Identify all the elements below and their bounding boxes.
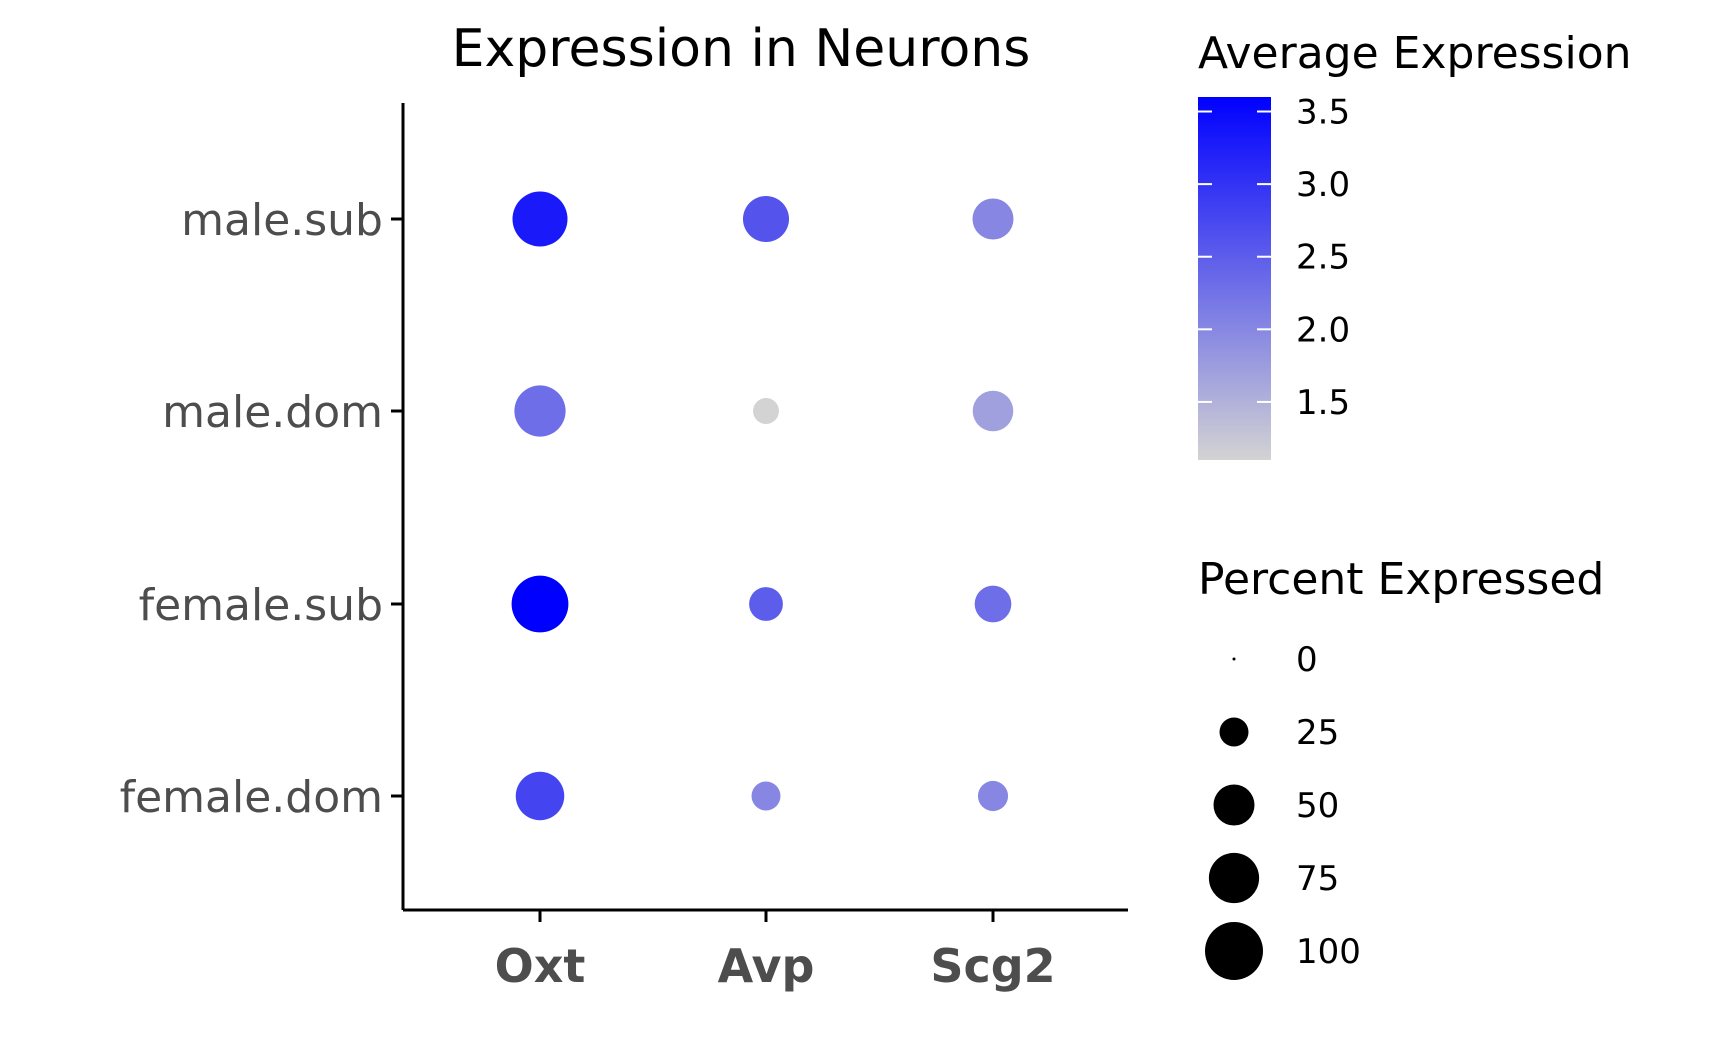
y-tick-label-female-sub: female.sub [139, 580, 383, 631]
color-tick-label-0: 1.5 [1296, 383, 1350, 423]
size-key-label-2: 50 [1296, 786, 1339, 826]
size-legend: Percent Expressed 0 25 50 75 100 [1198, 554, 1604, 980]
dot-male-dom-oxt [514, 385, 566, 437]
x-tick-label-scg2: Scg2 [930, 939, 1055, 993]
dot-male-dom-scg2 [972, 390, 1014, 432]
size-key-dot-1 [1219, 717, 1249, 747]
color-legend-bar [1198, 97, 1271, 460]
color-legend-title: Average Expression [1198, 28, 1632, 79]
dot-marks [511, 191, 1014, 821]
chart-title: Expression in Neurons [452, 19, 1031, 79]
color-tick-label-3: 3.0 [1296, 165, 1350, 205]
dot-male-sub-scg2 [972, 198, 1014, 240]
x-axis-ticks: Oxt Avp Scg2 [495, 910, 1056, 993]
color-tick-label-4: 3.5 [1296, 93, 1350, 133]
dot-male-sub-oxt [512, 191, 568, 247]
y-tick-label-female-dom: female.dom [120, 772, 383, 823]
size-key-dot-0 [1232, 657, 1236, 661]
size-key-dot-2 [1213, 784, 1255, 826]
size-key-label-0: 0 [1296, 640, 1318, 680]
dot-female-dom-oxt [515, 771, 565, 821]
color-legend: Average Expression 1.5 2.0 2.5 3.0 3.5 [1198, 28, 1632, 460]
dot-female-sub-oxt [511, 575, 569, 633]
size-key-label-4: 100 [1296, 932, 1361, 972]
dot-female-dom-scg2 [977, 780, 1009, 812]
color-tick-label-1: 2.0 [1296, 310, 1350, 350]
color-legend-ticks: 1.5 2.0 2.5 3.0 3.5 [1198, 93, 1350, 423]
size-legend-keys: 0 25 50 75 100 [1205, 640, 1361, 980]
size-legend-title: Percent Expressed [1198, 554, 1604, 605]
y-tick-label-male-sub: male.sub [181, 195, 383, 246]
size-key-label-3: 75 [1296, 859, 1339, 899]
dot-female-dom-avp [751, 781, 781, 811]
dot-female-sub-scg2 [974, 585, 1012, 623]
y-tick-label-male-dom: male.dom [162, 387, 383, 438]
dot-male-dom-avp [753, 398, 779, 424]
y-axis-ticks: male.sub male.dom female.sub female.dom [120, 195, 403, 823]
x-tick-label-avp: Avp [718, 939, 815, 993]
size-key-label-1: 25 [1296, 713, 1339, 753]
size-key-dot-3 [1208, 852, 1260, 904]
color-tick-label-2: 2.5 [1296, 238, 1350, 278]
dot-male-sub-avp [742, 195, 790, 243]
size-key-dot-4 [1205, 922, 1263, 980]
dot-female-sub-avp [749, 587, 783, 621]
x-tick-label-oxt: Oxt [495, 939, 586, 993]
